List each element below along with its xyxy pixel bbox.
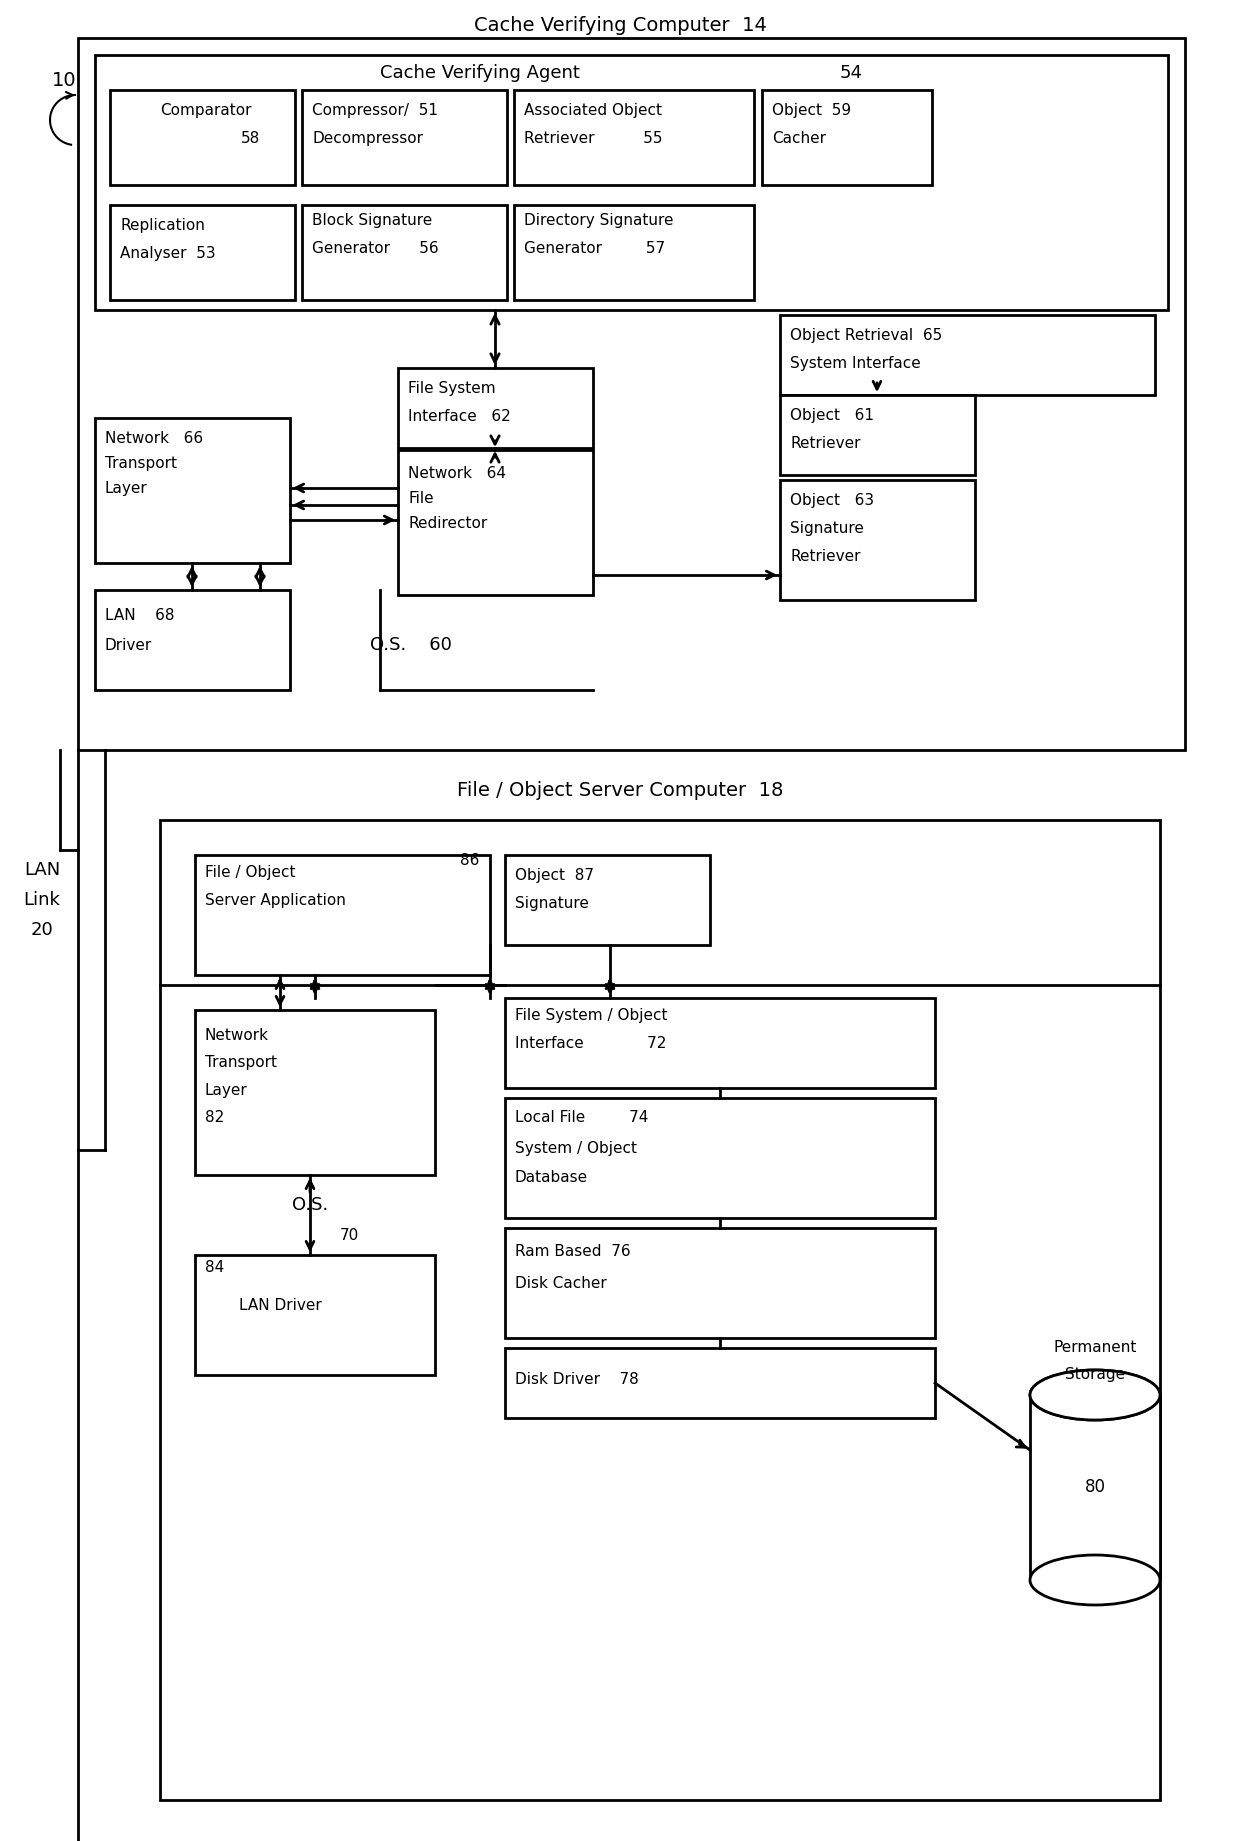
Bar (398, 449, 593, 595)
Text: Object  59: Object 59 (773, 103, 851, 118)
Ellipse shape (1030, 1556, 1159, 1605)
Text: 54: 54 (839, 64, 863, 83)
Text: Driver: Driver (105, 637, 153, 652)
Bar (515, 204, 754, 300)
Bar (780, 315, 1154, 396)
Text: Network   64: Network 64 (408, 466, 506, 481)
Bar (505, 998, 935, 1088)
Text: 84: 84 (205, 1261, 224, 1276)
Text: LAN    68: LAN 68 (105, 608, 175, 622)
Text: Interface             72: Interface 72 (515, 1035, 666, 1051)
Text: Signature: Signature (515, 895, 589, 911)
Text: Retriever: Retriever (790, 549, 861, 563)
Text: Disk Driver    78: Disk Driver 78 (515, 1373, 639, 1388)
Text: Layer: Layer (205, 1084, 248, 1099)
Text: Block Signature: Block Signature (312, 212, 433, 228)
Text: Network   66: Network 66 (105, 431, 203, 446)
Text: O.S.: O.S. (291, 1197, 329, 1213)
Text: Directory Signature: Directory Signature (525, 212, 673, 228)
Bar (780, 396, 975, 475)
Text: Comparator: Comparator (160, 103, 252, 118)
Bar (1030, 1395, 1159, 1580)
Text: Generator         57: Generator 57 (525, 241, 665, 256)
Bar (303, 90, 507, 184)
Text: Analyser  53: Analyser 53 (120, 245, 216, 260)
Text: Object  87: Object 87 (515, 867, 594, 882)
Text: LAN: LAN (24, 862, 60, 878)
Text: Generator      56: Generator 56 (312, 241, 439, 256)
Text: Database: Database (515, 1171, 588, 1186)
Text: Server Application: Server Application (205, 893, 346, 908)
Text: Compressor/  51: Compressor/ 51 (312, 103, 438, 118)
Text: LAN Driver: LAN Driver (238, 1298, 321, 1313)
Bar (95, 589, 290, 690)
Text: Signature: Signature (790, 521, 864, 536)
Text: Redirector: Redirector (408, 515, 487, 530)
Text: Object   63: Object 63 (790, 493, 874, 508)
Bar (110, 204, 295, 300)
Bar (78, 39, 1185, 749)
Text: Network: Network (205, 1027, 269, 1042)
Text: Local File         74: Local File 74 (515, 1110, 649, 1125)
Text: O.S.    60: O.S. 60 (370, 635, 451, 654)
Bar (195, 854, 490, 976)
Text: Storage: Storage (1065, 1368, 1125, 1383)
Text: 86: 86 (460, 852, 480, 867)
Ellipse shape (1030, 1370, 1159, 1419)
Bar (95, 418, 290, 563)
Text: File / Object Server Computer  18: File / Object Server Computer 18 (456, 781, 784, 799)
Bar (195, 1011, 435, 1175)
Text: Link: Link (24, 891, 61, 909)
Text: System Interface: System Interface (790, 355, 921, 370)
Bar (110, 90, 295, 184)
Text: 20: 20 (31, 920, 53, 939)
Text: Object   61: Object 61 (790, 407, 874, 422)
Text: Cache Verifying Agent: Cache Verifying Agent (381, 64, 580, 83)
Ellipse shape (1030, 1370, 1159, 1419)
Text: Permanent: Permanent (1053, 1340, 1137, 1355)
Text: Transport: Transport (205, 1055, 277, 1070)
Text: File / Object: File / Object (205, 865, 295, 880)
Text: Replication: Replication (120, 217, 205, 232)
Text: 82: 82 (205, 1110, 224, 1125)
Bar (95, 55, 1168, 309)
Text: Disk Cacher: Disk Cacher (515, 1276, 606, 1291)
Text: Retriever: Retriever (790, 436, 861, 451)
Bar (160, 819, 1159, 1800)
Text: 70: 70 (340, 1228, 360, 1243)
Bar (780, 481, 975, 600)
Bar (505, 854, 711, 944)
Bar (505, 1228, 935, 1338)
Text: File: File (408, 490, 434, 506)
Text: 58: 58 (241, 131, 260, 145)
Bar (515, 90, 754, 184)
Bar (505, 1097, 935, 1219)
Text: File System: File System (408, 381, 496, 396)
Text: Interface   62: Interface 62 (408, 409, 511, 423)
Text: Associated Object: Associated Object (525, 103, 662, 118)
Text: Ram Based  76: Ram Based 76 (515, 1245, 631, 1259)
Text: Retriever          55: Retriever 55 (525, 131, 662, 145)
Bar (303, 204, 507, 300)
Text: Transport: Transport (105, 455, 177, 471)
Bar (505, 1348, 935, 1418)
Text: System / Object: System / Object (515, 1141, 637, 1156)
Bar (398, 368, 593, 447)
Text: Cache Verifying Computer  14: Cache Verifying Computer 14 (474, 15, 766, 35)
Text: Object Retrieval  65: Object Retrieval 65 (790, 328, 942, 342)
Bar (195, 1256, 435, 1375)
Text: File System / Object: File System / Object (515, 1007, 667, 1022)
Text: Cacher: Cacher (773, 131, 826, 145)
Bar (763, 90, 932, 184)
Text: Decompressor: Decompressor (312, 131, 423, 145)
Text: 10: 10 (52, 70, 77, 90)
Text: 80: 80 (1085, 1478, 1106, 1497)
Text: Layer: Layer (105, 481, 148, 495)
